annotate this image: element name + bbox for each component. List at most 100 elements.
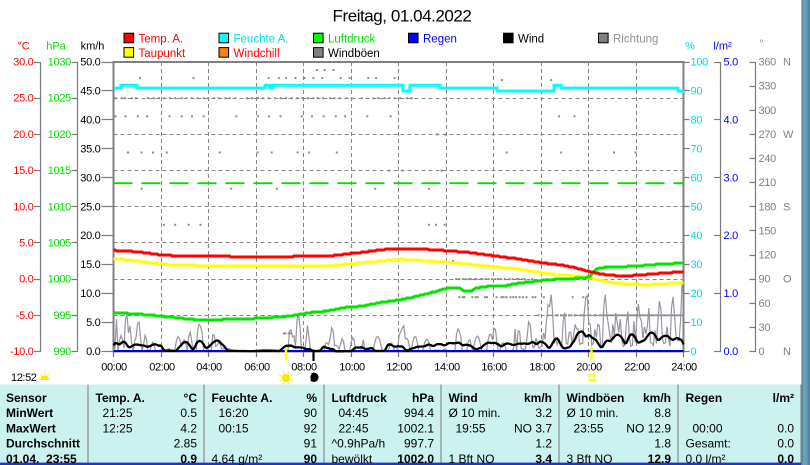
svg-text:0: 0 — [759, 346, 765, 358]
svg-text:km/h: km/h — [81, 41, 105, 53]
svg-text:Wind: Wind — [449, 391, 478, 405]
svg-text:Taupunkt: Taupunkt — [139, 48, 186, 60]
svg-text:1010: 1010 — [48, 201, 71, 213]
svg-text:30: 30 — [691, 259, 703, 271]
svg-text:240: 240 — [759, 153, 777, 165]
svg-text:1 Bft NO: 1 Bft NO — [449, 452, 495, 465]
svg-text:40.0: 40.0 — [80, 114, 100, 126]
svg-text:35.0: 35.0 — [80, 143, 100, 155]
svg-text:210: 210 — [759, 177, 777, 189]
svg-text:30: 30 — [759, 322, 771, 334]
svg-text:°C: °C — [17, 41, 29, 53]
svg-text:01.04. 23:55: 01.04. 23:55 — [6, 452, 77, 465]
svg-text:70: 70 — [691, 143, 703, 155]
svg-text:10:00: 10:00 — [339, 362, 365, 374]
svg-text:60: 60 — [691, 172, 703, 184]
svg-text:Wind: Wind — [518, 34, 544, 46]
svg-text:12:00: 12:00 — [386, 362, 412, 374]
svg-text:0.0: 0.0 — [724, 346, 739, 358]
svg-text:1005: 1005 — [48, 237, 71, 249]
svg-text:02:00: 02:00 — [149, 362, 175, 374]
svg-text:12:25: 12:25 — [103, 421, 133, 435]
svg-text:0.0: 0.0 — [777, 421, 794, 435]
svg-text:45.0: 45.0 — [80, 85, 100, 97]
svg-text:4.0: 4.0 — [724, 114, 739, 126]
svg-text:10.0: 10.0 — [13, 201, 33, 213]
svg-text:MinWert: MinWert — [6, 406, 53, 420]
svg-text:hPa: hPa — [46, 41, 66, 53]
svg-text:990: 990 — [54, 346, 72, 358]
svg-text:180: 180 — [759, 201, 777, 213]
svg-text:04:45: 04:45 — [339, 406, 369, 420]
svg-text:hPa: hPa — [412, 391, 434, 405]
svg-text:0.5: 0.5 — [180, 406, 197, 420]
svg-text:22:45: 22:45 — [339, 421, 369, 435]
svg-text:0.0 l/m²: 0.0 l/m² — [686, 452, 726, 465]
svg-text:60: 60 — [759, 298, 771, 310]
svg-text:50: 50 — [691, 201, 703, 213]
svg-text:15.0: 15.0 — [80, 259, 100, 271]
svg-text:l/m²: l/m² — [773, 391, 794, 405]
svg-text:Ø 10 min.: Ø 10 min. — [567, 406, 619, 420]
svg-text:995: 995 — [54, 310, 72, 322]
svg-text:25.0: 25.0 — [80, 201, 100, 213]
svg-text:2.85: 2.85 — [174, 437, 198, 451]
svg-text:0.0: 0.0 — [777, 452, 794, 465]
svg-text:W: W — [783, 129, 794, 141]
svg-text:0.0: 0.0 — [19, 274, 34, 286]
svg-text:360: 360 — [759, 57, 777, 69]
svg-text:1002.0: 1002.0 — [397, 452, 434, 465]
svg-text:22:00: 22:00 — [624, 362, 650, 374]
svg-text:20: 20 — [691, 288, 703, 300]
svg-text:1002.1: 1002.1 — [397, 421, 434, 435]
svg-text:1020: 1020 — [48, 129, 71, 141]
svg-text:1.2: 1.2 — [535, 437, 552, 451]
svg-text:100: 100 — [691, 57, 709, 69]
svg-text:1.8: 1.8 — [654, 437, 671, 451]
svg-text:1025: 1025 — [48, 93, 71, 105]
svg-text:1.0: 1.0 — [724, 288, 739, 300]
svg-text:8.8: 8.8 — [654, 406, 671, 420]
svg-text:20.0: 20.0 — [13, 129, 33, 141]
svg-text:80: 80 — [691, 114, 703, 126]
svg-text:N: N — [783, 57, 791, 69]
svg-text:5.0: 5.0 — [86, 317, 101, 329]
svg-text:4.2: 4.2 — [180, 421, 197, 435]
svg-text:Feuchte A.: Feuchte A. — [212, 391, 273, 405]
svg-text:23:55: 23:55 — [574, 421, 604, 435]
svg-text:90: 90 — [304, 406, 318, 420]
svg-text:0: 0 — [691, 346, 697, 358]
svg-text:3.0: 3.0 — [724, 172, 739, 184]
svg-text:90: 90 — [759, 274, 771, 286]
svg-text:16:20: 16:20 — [219, 406, 249, 420]
svg-text:Temp. A.: Temp. A. — [139, 34, 184, 46]
svg-text:40: 40 — [691, 230, 703, 242]
svg-text:20:00: 20:00 — [576, 362, 602, 374]
svg-text:NO 12.9: NO 12.9 — [626, 421, 671, 435]
svg-text:^0.9hPa/h: ^0.9hPa/h — [332, 437, 386, 451]
svg-text:0.0: 0.0 — [86, 346, 101, 358]
svg-text:%: % — [306, 391, 317, 405]
svg-text:°: ° — [760, 39, 764, 50]
svg-text:1030: 1030 — [48, 57, 71, 69]
svg-text:bewölkt: bewölkt — [332, 452, 373, 465]
svg-text:Sensor: Sensor — [6, 391, 47, 405]
svg-text:N: N — [783, 346, 791, 358]
svg-text:Feuchte A.: Feuchte A. — [234, 34, 289, 46]
svg-text:120: 120 — [759, 250, 777, 262]
svg-text:92: 92 — [304, 421, 318, 435]
svg-text:30.0: 30.0 — [13, 57, 33, 69]
svg-text:91: 91 — [304, 437, 318, 451]
svg-text:Luftdruck: Luftdruck — [328, 34, 376, 46]
svg-text:1000: 1000 — [48, 274, 71, 286]
svg-text:l/m²: l/m² — [713, 41, 732, 53]
svg-text:90: 90 — [304, 452, 318, 465]
svg-text:24:00: 24:00 — [671, 362, 697, 374]
svg-text:25.0: 25.0 — [13, 93, 33, 105]
svg-text:18:00: 18:00 — [529, 362, 555, 374]
svg-text:4.64 g/m²: 4.64 g/m² — [212, 452, 263, 465]
svg-text:Durchschnitt: Durchschnitt — [6, 437, 80, 451]
svg-text:06:00: 06:00 — [244, 362, 270, 374]
svg-text:3.4: 3.4 — [535, 452, 552, 465]
svg-text:3.2: 3.2 — [535, 406, 552, 420]
